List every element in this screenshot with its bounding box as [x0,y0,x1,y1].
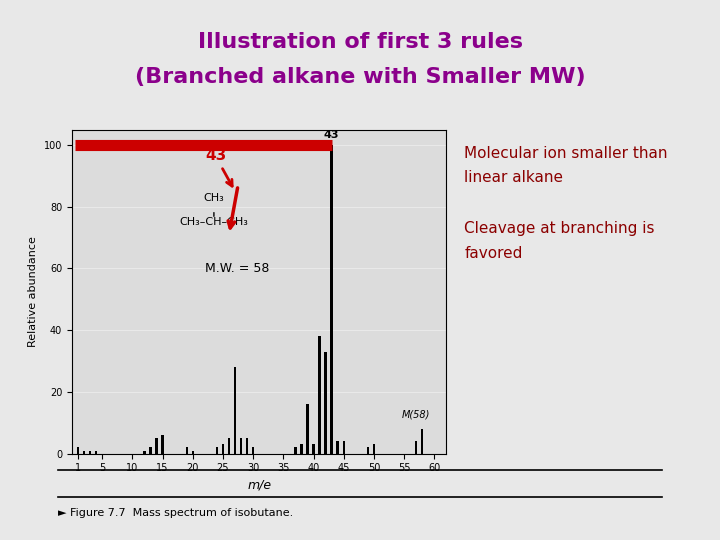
Bar [343,441,345,454]
Bar [318,336,321,454]
Bar [366,448,369,454]
Bar [415,441,418,454]
Bar [240,438,243,454]
Text: linear alkane: linear alkane [464,170,564,185]
Text: Molecular ion smaller than: Molecular ion smaller than [464,146,668,161]
Bar [294,448,297,454]
Bar [149,448,152,454]
Bar [330,145,333,454]
Text: favored: favored [464,246,523,261]
Text: Cleavage at branching is: Cleavage at branching is [464,221,655,237]
Bar [95,450,97,454]
Bar [373,444,375,454]
Bar [143,450,145,454]
Text: CH₃: CH₃ [204,193,225,202]
Y-axis label: Relative abundance: Relative abundance [28,236,38,347]
Text: (Branched alkane with Smaller MW): (Branched alkane with Smaller MW) [135,68,585,87]
X-axis label: m/e: m/e [247,479,271,492]
Bar [161,435,163,454]
Bar [156,438,158,454]
Bar [312,444,315,454]
Text: 43: 43 [205,148,232,186]
Text: ► Figure 7.7  Mass spectrum of isobutane.: ► Figure 7.7 Mass spectrum of isobutane. [58,508,293,518]
Bar [186,448,188,454]
Text: CH₃–CH–CH₃: CH₃–CH–CH₃ [179,217,248,227]
Bar [222,444,224,454]
Text: M.W. = 58: M.W. = 58 [205,262,269,275]
Text: M(58): M(58) [402,410,431,420]
Bar [325,352,327,454]
Bar [252,448,254,454]
Bar [216,448,218,454]
Text: Illustration of first 3 rules: Illustration of first 3 rules [197,32,523,52]
Bar [421,429,423,454]
Bar [89,450,91,454]
Bar [83,450,85,454]
Bar [336,441,339,454]
Bar [246,438,248,454]
Bar [306,404,309,454]
Text: 43: 43 [324,130,339,140]
Bar [192,450,194,454]
Bar [300,444,302,454]
Bar [228,438,230,454]
Bar [77,448,79,454]
Bar [234,367,236,454]
